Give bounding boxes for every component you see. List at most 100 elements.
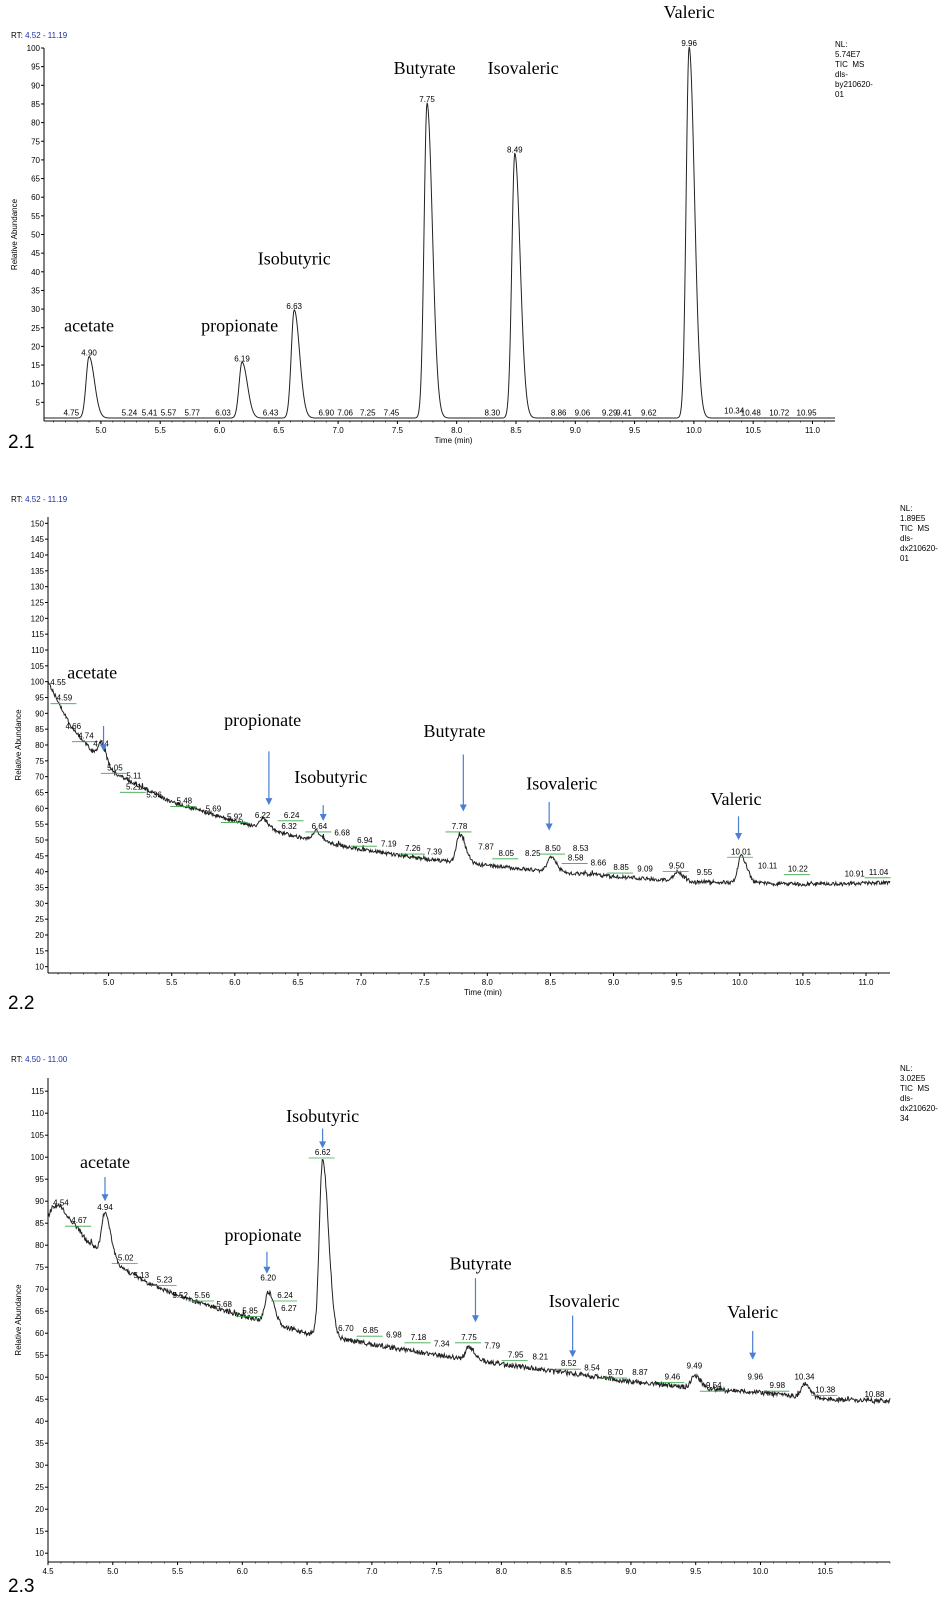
y-tick-label: 20 (31, 342, 40, 351)
peak-rt-label: 6.27 (281, 1304, 297, 1313)
peak-rt-label: 8.85 (613, 863, 629, 872)
y-tick-label: 10 (35, 963, 44, 972)
x-tick-label: 7.5 (419, 978, 431, 987)
x-tick-label: 5.5 (155, 426, 167, 435)
peak-rt-label: 8.66 (591, 858, 607, 867)
peak-rt-label: 8.53 (573, 844, 589, 853)
peak-rt-label: 8.52 (561, 1359, 577, 1368)
peak-rt-label: 6.19 (234, 354, 250, 363)
x-tick-label: 6.5 (292, 978, 304, 987)
peak-rt-label: 9.96 (681, 39, 697, 48)
x-tick-label: 6.5 (302, 1567, 314, 1576)
peak-rt-label: 5.41 (142, 408, 158, 417)
y-tick-label: 50 (31, 231, 40, 240)
x-axis-title: Time (min) (435, 436, 473, 445)
peak-rt-label: 8.58 (568, 854, 584, 863)
compound-label: Isovaleric (549, 1291, 620, 1311)
y-tick-label: 80 (31, 119, 40, 128)
x-tick-label: 7.5 (431, 1567, 443, 1576)
x-tick-label: 8.0 (451, 426, 463, 435)
peak-rt-label: 5.56 (194, 1291, 210, 1300)
peak-rt-label: 9.06 (575, 408, 591, 417)
y-tick-label: 45 (35, 852, 44, 861)
compound-label: propionate (224, 710, 301, 730)
x-tick-label: 7.5 (392, 426, 404, 435)
x-tick-label: 6.0 (214, 426, 226, 435)
x-tick-label: 8.0 (496, 1567, 508, 1576)
y-tick-label: 85 (35, 725, 44, 734)
arrow-head (545, 823, 553, 831)
peak-rt-label: 6.62 (315, 1148, 331, 1157)
compound-label: propionate (201, 315, 278, 335)
x-tick-label: 5.0 (95, 426, 107, 435)
arrow-head (263, 1266, 271, 1274)
peak-rt-label: 4.94 (93, 740, 109, 749)
y-tick-label: 10 (35, 1549, 44, 1558)
y-tick-label: 95 (31, 63, 40, 72)
x-tick-label: 10.0 (686, 426, 702, 435)
peak-rt-label: 10.88 (864, 1390, 885, 1399)
y-tick-label: 80 (35, 1241, 44, 1250)
compound-label: acetate (80, 1152, 130, 1172)
y-tick-label: 35 (35, 1439, 44, 1448)
arrow-head (459, 804, 467, 812)
x-tick-label: 9.0 (570, 426, 582, 435)
y-tick-label: 145 (31, 535, 45, 544)
y-tick-label: 40 (35, 1417, 44, 1426)
peak-rt-label: 7.34 (434, 1339, 450, 1348)
axes: 5 10 15 20 25 30 35 40 45 50 55 60 65 70 75 80 85 90 95 100… (10, 44, 835, 445)
x-tick-label: 4.5 (42, 1567, 54, 1576)
axes: 10 15 20 25 30 35 40 45 50 55 60 65 70 75 80 85 90 95 100 1… (14, 517, 890, 997)
x-tick-label: 7.0 (366, 1567, 378, 1576)
x-tick-label: 9.5 (690, 1567, 702, 1576)
y-tick-label: 20 (35, 931, 44, 940)
chromatogram-chart-1: 5 10 15 20 25 30 35 40 45 50 55 60 65 70 75 80 85 90 95 100… (10, 2, 835, 445)
x-tick-label: 6.0 (229, 978, 241, 987)
peak-rt-label: 5.48 (177, 797, 193, 806)
peak-rt-label: 8.50 (545, 844, 561, 853)
y-tick-label: 110 (31, 1109, 44, 1118)
arrow-head (101, 1194, 109, 1202)
compound-label: acetate (64, 315, 114, 335)
y-tick-label: 100 (27, 44, 41, 53)
peak-rt-label: 5.92 (227, 812, 243, 821)
peak-rt-label: 7.78 (452, 822, 468, 831)
y-tick-label: 105 (31, 662, 45, 671)
x-tick-label: 6.5 (273, 426, 285, 435)
peak-rt-label: 6.43 (263, 408, 279, 417)
peak-rt-label: 10.11 (758, 862, 778, 871)
peak-rt-label: 8.25 (525, 849, 541, 858)
peak-rt-label: 9.41 (616, 408, 632, 417)
peak-rt-label: 4.74 (78, 732, 94, 741)
peak-rt-label: 7.39 (426, 847, 442, 856)
chromatogram-panel-3: RT: 4.50 - 11.00 NL: 3.02E5 TIC MS dls-dx21… (0, 1046, 952, 1603)
peak-rt-label: 8.21 (532, 1353, 548, 1362)
peak-rt-label: 6.94 (357, 836, 373, 845)
peak-rt-label: 10.91 (845, 869, 866, 878)
y-tick-label: 75 (35, 757, 44, 766)
peak-rt-label: 6.64 (312, 822, 328, 831)
peak-rt-label: 8.05 (498, 849, 514, 858)
peak-rt-label: 6.68 (334, 828, 350, 837)
panel-label: 2.3 (8, 1576, 35, 1597)
compound-label: Butyrate (450, 1253, 512, 1273)
compound-annotations: acetate propionate Isobutyric Butyrate Isova… (80, 1106, 778, 1322)
peak-labels: 4.75 4.90 5.24 5.41 5.57 5.77 6.03 6.19 6.43 6.63… (63, 39, 817, 417)
peak-labels: 4.55 4.59 4.664.744.94 5.055.11 5.21 5.36 5.48… (50, 678, 891, 878)
x-tick-label: 10.5 (817, 1567, 833, 1576)
peak-rt-label: 6.03 (215, 408, 231, 417)
info-block: NL: 1.89E5 TIC MS dls-dx210620- 01 (900, 504, 938, 563)
peak-rt-label: 7.95 (508, 1350, 524, 1359)
rt-range-label: RT: 4.50 - 11.00 (11, 1055, 68, 1064)
peak-rt-label: 5.24 (122, 408, 138, 417)
peak-rt-label: 9.55 (697, 868, 713, 877)
y-tick-label: 50 (35, 1373, 44, 1382)
arrow-head (319, 814, 327, 821)
x-tick-label: 5.5 (166, 978, 178, 987)
compound-label: Isovaleric (526, 773, 597, 793)
y-tick-label: 45 (31, 249, 40, 258)
arrow-head (100, 744, 108, 752)
chromatogram-panel-1: RT: 4.52 - 11.19 NL: 5.74E7 TIC MS dls-by21… (0, 0, 952, 460)
x-tick-label: 5.0 (107, 1567, 119, 1576)
y-tick-label: 90 (31, 81, 40, 90)
